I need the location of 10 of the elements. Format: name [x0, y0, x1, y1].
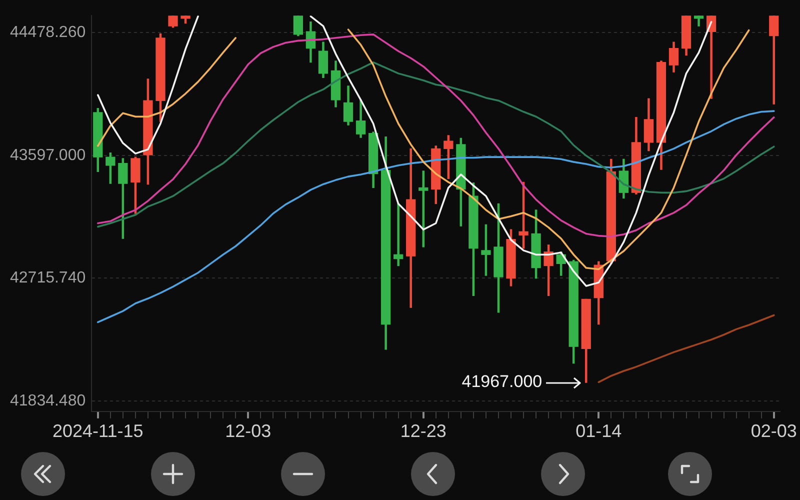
x-tick-label: 02-03 [750, 421, 797, 442]
x-tick-label: 2024-11-15 [52, 421, 144, 442]
y-tick-label: 44478.260 [10, 24, 86, 41]
y-tick-label: 43597.000 [10, 146, 86, 164]
x-tick-label: 12-23 [400, 421, 446, 442]
x-tick-label: 01-14 [576, 421, 622, 442]
annotation: 41967.000 [462, 372, 542, 392]
y-tick-label: 41834.480 [10, 392, 86, 410]
x-tick-label: 12-03 [225, 421, 272, 442]
y-tick-label: 42715.740 [10, 270, 86, 287]
